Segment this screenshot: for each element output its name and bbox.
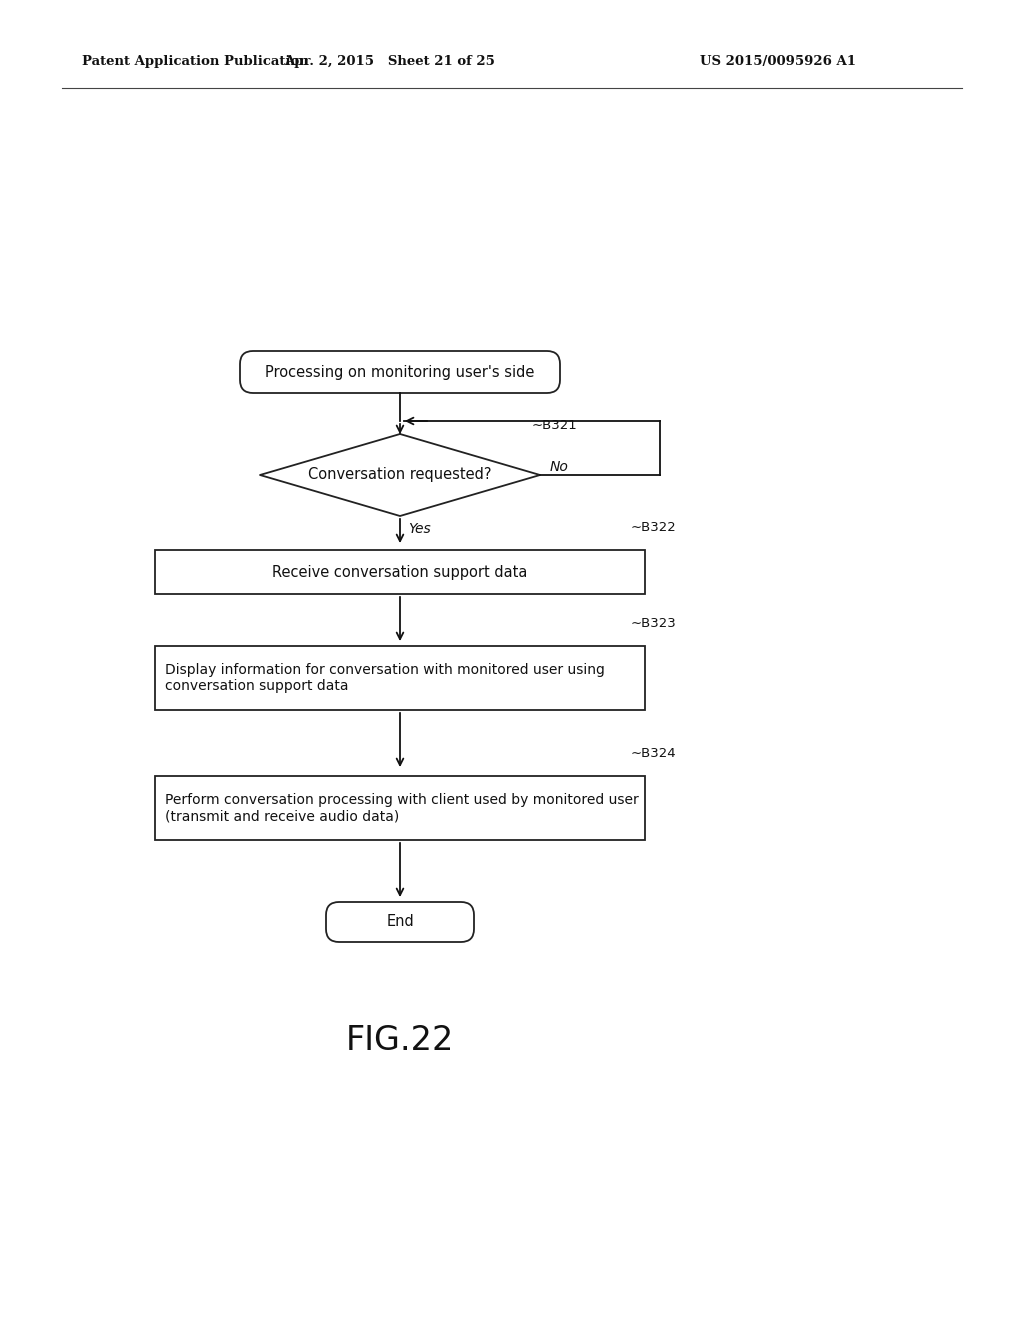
Text: Receive conversation support data: Receive conversation support data (272, 565, 527, 579)
Text: No: No (550, 459, 569, 474)
Text: US 2015/0095926 A1: US 2015/0095926 A1 (700, 55, 856, 69)
Text: FIG.22: FIG.22 (346, 1023, 455, 1056)
Text: ∼B324: ∼B324 (631, 747, 677, 760)
Text: ∼B321: ∼B321 (532, 418, 578, 432)
Bar (155, 550, 645, 594)
Text: Processing on monitoring user's side: Processing on monitoring user's side (265, 364, 535, 380)
Text: Perform conversation processing with client used by monitored user
(transmit and: Perform conversation processing with cli… (165, 793, 639, 824)
Text: ∼B323: ∼B323 (631, 616, 677, 630)
Text: End: End (386, 915, 414, 929)
Text: ∼B322: ∼B322 (631, 521, 677, 535)
Text: Patent Application Publication: Patent Application Publication (82, 55, 309, 69)
FancyBboxPatch shape (240, 351, 560, 393)
Text: Apr. 2, 2015   Sheet 21 of 25: Apr. 2, 2015 Sheet 21 of 25 (285, 55, 496, 69)
Bar (155, 645, 645, 710)
Text: Yes: Yes (408, 521, 431, 536)
Text: Display information for conversation with monitored user using
conversation supp: Display information for conversation wit… (165, 663, 605, 693)
Polygon shape (260, 434, 540, 516)
FancyBboxPatch shape (326, 902, 474, 942)
Bar (155, 776, 645, 840)
Text: Conversation requested?: Conversation requested? (308, 467, 492, 483)
